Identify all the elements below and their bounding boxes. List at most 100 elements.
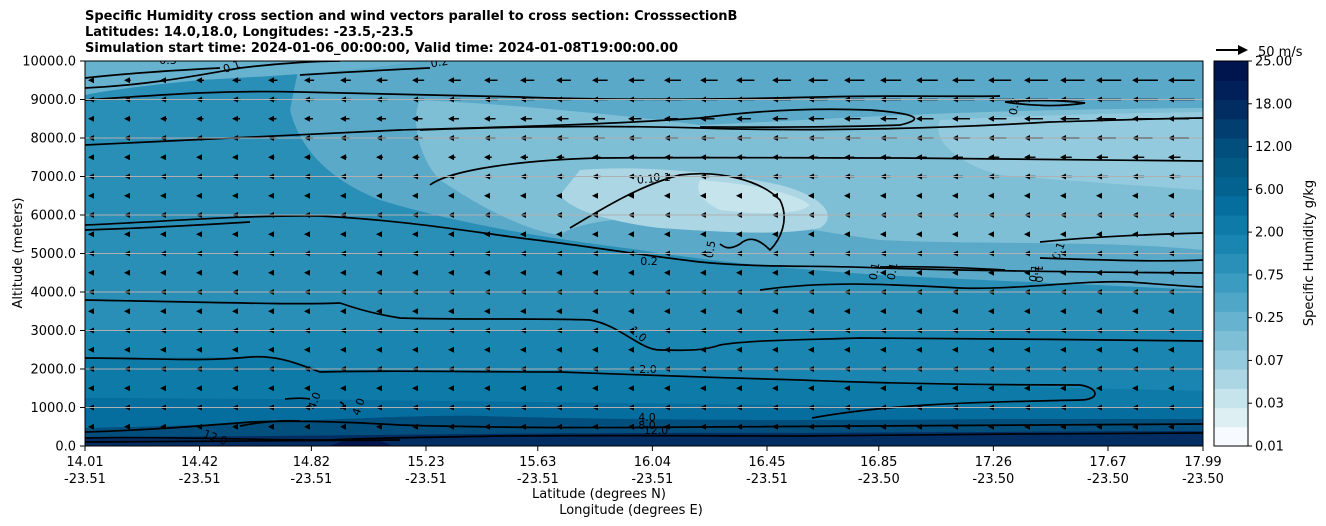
- wind-vector-head: [844, 346, 850, 353]
- x-tick-lat: 14.82: [293, 455, 330, 470]
- wind-vector-head: [700, 423, 706, 430]
- x-tick-lat: 17.67: [1089, 455, 1126, 470]
- wind-vector-head: [520, 385, 526, 392]
- wind-vector-head: [88, 269, 94, 276]
- wind-vector-head: [1096, 346, 1102, 353]
- colorbar-label: Specific Humidity g/kg: [1302, 180, 1317, 326]
- wind-vector-head: [412, 115, 418, 122]
- wind-vector-head: [520, 77, 526, 84]
- y-tick-label: 7000.0: [31, 170, 77, 185]
- wind-vector-head: [592, 385, 598, 392]
- wind-vector-head: [1024, 154, 1030, 161]
- x-tick-lon: -23.51: [517, 472, 559, 487]
- colorbar-tick-label: 0.07: [1255, 354, 1284, 369]
- wind-vector-head: [916, 308, 922, 315]
- wind-vector-head: [880, 269, 886, 276]
- wind-vector-head: [1060, 154, 1066, 161]
- x-tick-lon: -23.51: [405, 472, 447, 487]
- wind-vector-head: [160, 77, 166, 84]
- contour-line-0: [85, 61, 341, 89]
- x-tick-lon: -23.50: [1087, 472, 1129, 487]
- wind-vector-head: [448, 77, 454, 84]
- wind-vector-head: [880, 385, 886, 392]
- wind-vector-head: [556, 154, 562, 161]
- wind-vector-head: [520, 115, 526, 122]
- wind-vector-head: [952, 192, 958, 199]
- x-tick-lat: 16.45: [748, 455, 785, 470]
- wind-vector-head: [268, 308, 274, 315]
- wind-vector-head: [700, 385, 706, 392]
- reference-vector: 50 m/s: [1216, 45, 1303, 60]
- wind-vector-head: [808, 77, 814, 84]
- wind-vector-head: [376, 154, 382, 161]
- wind-vector-head: [880, 154, 886, 161]
- wind-vector-head: [232, 115, 238, 122]
- wind-vector-head: [484, 269, 490, 276]
- wind-vector-head: [412, 269, 418, 276]
- wind-vector-head: [1096, 385, 1102, 392]
- colorbar-segment: [1214, 61, 1248, 81]
- wind-vector-head: [412, 308, 418, 315]
- x-tick-lat: 17.99: [1184, 455, 1221, 470]
- wind-vector-head: [916, 154, 922, 161]
- wind-vector-head: [556, 308, 562, 315]
- colorbar-segment: [1214, 215, 1248, 235]
- wind-vector-head: [1168, 385, 1174, 392]
- wind-vector-head: [1096, 308, 1102, 315]
- contour-line-6: [429, 156, 1203, 186]
- wind-vector-head: [736, 115, 742, 122]
- wind-vector-head: [1132, 77, 1138, 84]
- colorbar-segment: [1214, 80, 1248, 101]
- wind-vector-head: [88, 154, 94, 161]
- wind-vector-head: [160, 115, 166, 122]
- wind-vector-head: [304, 423, 310, 430]
- wind-vector-head: [592, 77, 598, 84]
- wind-vector-head: [772, 77, 778, 84]
- wind-vector-head: [196, 269, 202, 276]
- wind-vector-head: [772, 423, 778, 430]
- wind-vector-head: [1204, 154, 1210, 160]
- wind-vector-head: [304, 231, 310, 238]
- wind-vector-head: [1132, 115, 1138, 122]
- wind-vector-head: [232, 231, 238, 238]
- wind-vector-head: [988, 231, 994, 238]
- wind-vector-head: [196, 346, 202, 353]
- contour-label-6: 0.1: [1050, 240, 1068, 261]
- y-tick-label: 9000.0: [31, 93, 77, 108]
- y-axis: 0.0 1000.0 2000.0 3000.0 4000.0 5000.0 6000.0 7…: [22, 55, 85, 455]
- wind-vector-head: [772, 192, 778, 199]
- wind-vector-head: [988, 115, 994, 122]
- wind-vector-head: [916, 269, 922, 276]
- wind-vector-head: [808, 154, 814, 161]
- wind-vector-head: [700, 346, 706, 353]
- contour-label-2: 0.2: [430, 55, 449, 71]
- wind-vector-head: [916, 385, 922, 392]
- wind-vector-head: [628, 231, 634, 238]
- wind-vector-head: [376, 385, 382, 392]
- wind-vector-head: [880, 308, 886, 315]
- colorbar-segment: [1214, 176, 1248, 197]
- wind-vector-head: [844, 269, 850, 276]
- contour-line-4: [85, 108, 916, 146]
- colorbar-tick-label: 0.75: [1255, 268, 1284, 283]
- contour-line-5: [419, 117, 1203, 131]
- colorbar-segment: [1214, 157, 1248, 178]
- x-tick-lat: 16.04: [634, 455, 671, 470]
- wind-vector-head: [268, 115, 274, 122]
- colorbar-segment: [1214, 388, 1248, 409]
- wind-vector-head: [340, 385, 346, 392]
- wind-vector-head: [808, 192, 814, 199]
- wind-vector-head: [808, 269, 814, 276]
- wind-vector-head: [340, 231, 346, 238]
- wind-vector-head: [808, 423, 814, 430]
- wind-vector-head: [736, 269, 742, 276]
- wind-vector-head: [160, 385, 166, 392]
- contour-label-20: 12.0: [644, 424, 669, 437]
- wind-vector-head: [628, 308, 634, 315]
- wind-vector-head: [1060, 308, 1066, 315]
- y-axis-label: Altitude (meters): [11, 198, 26, 309]
- wind-vector-head: [844, 192, 850, 199]
- wind-vector-head: [736, 154, 742, 161]
- wind-vector-head: [808, 231, 814, 238]
